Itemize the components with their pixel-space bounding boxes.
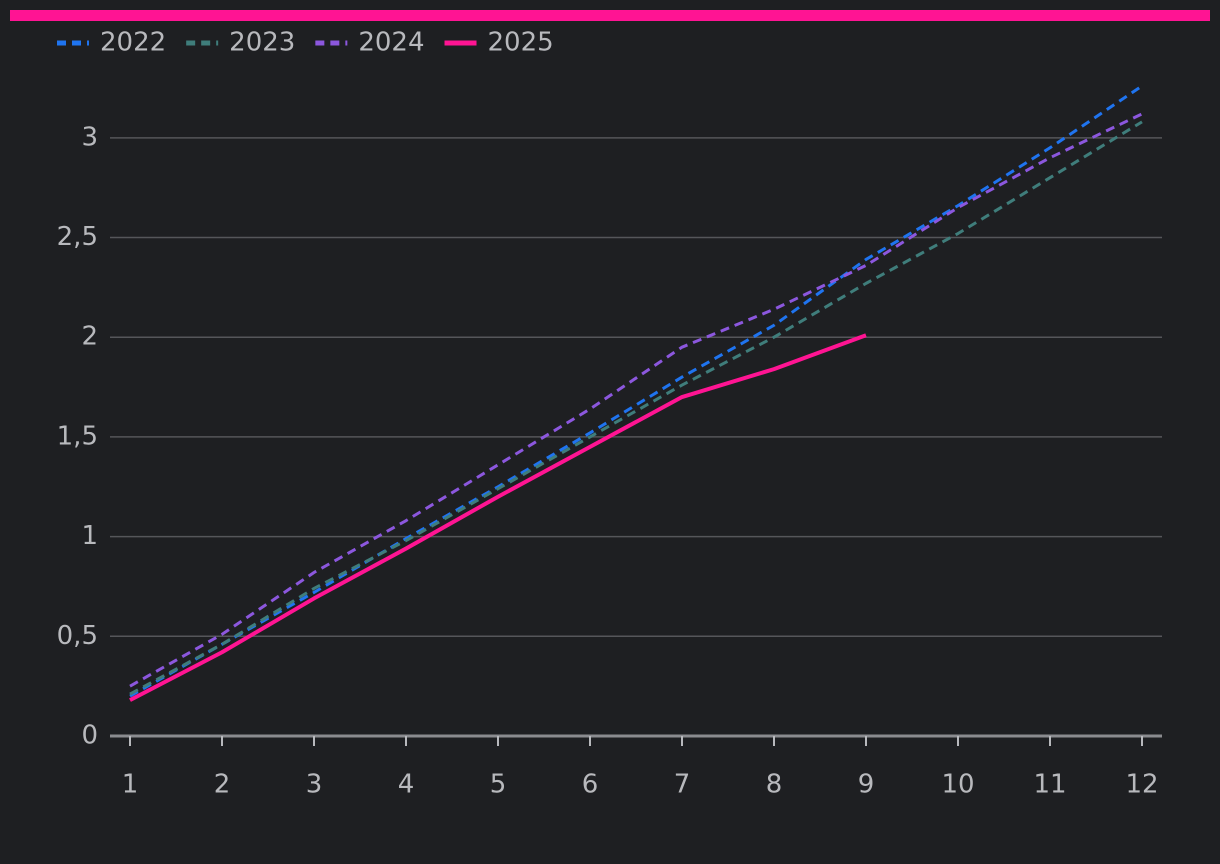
y-tick-label: 2 <box>81 322 98 352</box>
series-line <box>129 112 1143 688</box>
y-tick-label: 3 <box>81 122 98 152</box>
y-tick-label: 2,5 <box>57 222 98 252</box>
series-line <box>129 120 1143 696</box>
legend-label: 2022 <box>100 28 166 58</box>
x-tick-label: 8 <box>766 770 783 800</box>
x-tick-label: 2 <box>214 770 231 800</box>
legend-label: 2024 <box>358 28 424 58</box>
legend-label: 2023 <box>229 28 295 58</box>
y-tick-label: 0,5 <box>57 621 98 651</box>
x-tick-label: 5 <box>490 770 507 800</box>
x-tick-label: 4 <box>398 770 415 800</box>
x-tick-label: 7 <box>674 770 691 800</box>
y-tick-label: 0 <box>81 721 98 751</box>
x-tick-label: 10 <box>941 770 974 800</box>
series-line <box>129 333 867 702</box>
legend-label: 2025 <box>488 28 554 58</box>
x-tick-label: 12 <box>1125 770 1158 800</box>
y-tick-label: 1 <box>81 521 98 551</box>
top-bar <box>10 10 1210 21</box>
y-tick-label: 1,5 <box>57 421 98 451</box>
x-tick-label: 6 <box>582 770 599 800</box>
x-tick-label: 1 <box>122 770 139 800</box>
series-line <box>129 84 1143 698</box>
x-tick-label: 3 <box>306 770 323 800</box>
x-tick-label: 9 <box>858 770 875 800</box>
x-tick-label: 11 <box>1033 770 1066 800</box>
